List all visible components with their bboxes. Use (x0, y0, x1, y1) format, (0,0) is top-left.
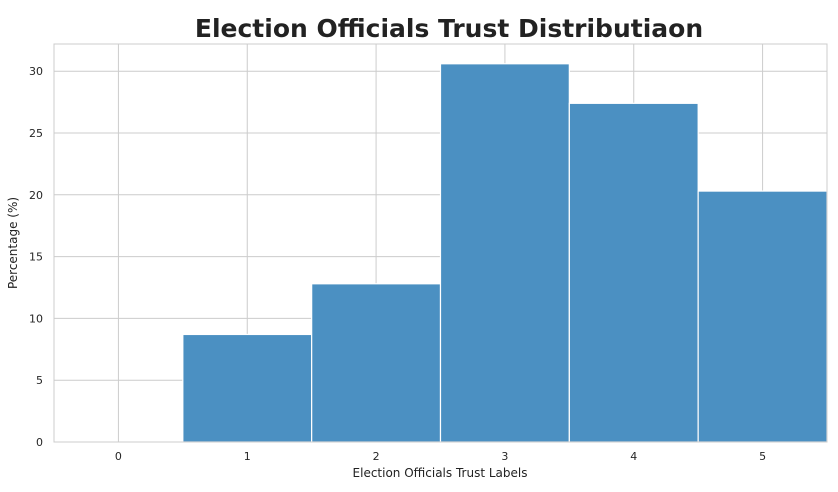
y-tick-label: 0 (36, 436, 43, 449)
x-tick-label: 5 (759, 450, 766, 463)
y-tick-label: 20 (29, 189, 43, 202)
x-tick-label: 0 (115, 450, 122, 463)
y-tick-label: 25 (29, 127, 43, 140)
chart-title: Election Officials Trust Distributiaon (195, 14, 703, 43)
x-tick-label: 1 (244, 450, 251, 463)
x-tick-label: 2 (373, 450, 380, 463)
bar-1 (182, 333, 313, 443)
y-tick-label: 5 (36, 374, 43, 387)
y-tick-label: 10 (29, 312, 43, 325)
tick-layer: 0 1 2 3 4 5 0 5 10 15 20 25 30 (29, 65, 766, 463)
y-tick-label: 30 (29, 65, 43, 78)
bar-layer (182, 63, 828, 443)
bar-3 (439, 63, 570, 443)
plot-frame (53, 43, 828, 443)
x-tick-label: 4 (630, 450, 637, 463)
bar-4 (568, 102, 699, 443)
y-tick-label: 15 (29, 251, 43, 264)
x-axis-label: Election Officials Trust Labels (353, 466, 528, 480)
y-axis-label: Percentage (%) (6, 197, 20, 289)
bar-5 (697, 190, 828, 443)
x-tick-label: 3 (501, 450, 508, 463)
bar-2 (311, 283, 442, 443)
